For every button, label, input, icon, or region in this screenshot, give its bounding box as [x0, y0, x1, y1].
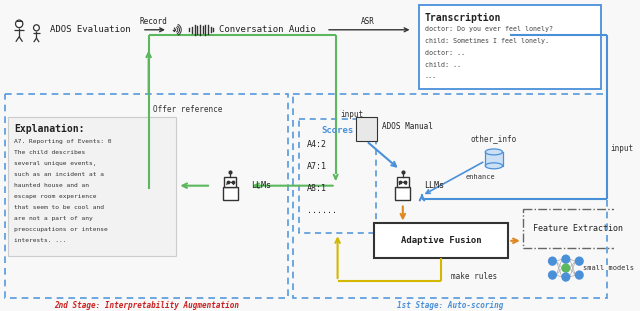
- FancyBboxPatch shape: [485, 152, 502, 166]
- Circle shape: [575, 257, 583, 265]
- FancyBboxPatch shape: [374, 223, 508, 258]
- FancyBboxPatch shape: [419, 5, 602, 89]
- Text: ASR: ASR: [360, 17, 374, 26]
- FancyBboxPatch shape: [356, 117, 377, 141]
- Text: are not a part of any: are not a part of any: [14, 216, 93, 221]
- FancyBboxPatch shape: [224, 177, 236, 187]
- Text: preoccupations or intense: preoccupations or intense: [14, 227, 108, 232]
- Bar: [300, 119, 376, 233]
- Text: enhance: enhance: [465, 174, 495, 180]
- Ellipse shape: [485, 163, 502, 169]
- FancyBboxPatch shape: [8, 117, 175, 256]
- Text: Transcription: Transcription: [425, 13, 501, 23]
- Bar: [292, 94, 607, 298]
- Text: such as an incident at a: such as an incident at a: [14, 172, 104, 177]
- Circle shape: [33, 25, 39, 31]
- Text: ...: ...: [425, 73, 437, 79]
- Text: LLMs: LLMs: [424, 181, 444, 190]
- Text: Record: Record: [140, 17, 167, 26]
- Text: ADOS Manual: ADOS Manual: [381, 122, 433, 131]
- Text: A7:1: A7:1: [307, 162, 327, 171]
- Text: ......: ......: [307, 206, 337, 215]
- FancyBboxPatch shape: [223, 187, 238, 200]
- Text: Adaptive Fusion: Adaptive Fusion: [401, 236, 481, 245]
- Text: escape room experience: escape room experience: [14, 194, 97, 199]
- Text: input: input: [340, 110, 364, 119]
- Text: Feature Extraction: Feature Extraction: [533, 224, 623, 233]
- Text: interests. ...: interests. ...: [14, 238, 67, 243]
- Circle shape: [575, 271, 583, 279]
- Text: make rules: make rules: [451, 272, 497, 281]
- Circle shape: [548, 257, 556, 265]
- Text: Conversation Audio: Conversation Audio: [219, 25, 316, 34]
- Text: other_info: other_info: [471, 135, 517, 143]
- Text: A4:2: A4:2: [307, 141, 327, 150]
- Text: haunted house and an: haunted house and an: [14, 183, 90, 188]
- Circle shape: [15, 20, 23, 28]
- Text: several unique events,: several unique events,: [14, 161, 97, 166]
- Circle shape: [548, 271, 556, 279]
- Text: small models: small models: [583, 265, 634, 271]
- Text: Scores: Scores: [321, 126, 354, 135]
- Text: A8:1: A8:1: [307, 184, 327, 193]
- FancyBboxPatch shape: [397, 177, 409, 187]
- Text: input: input: [610, 144, 633, 153]
- Text: that seem to be cool and: that seem to be cool and: [14, 205, 104, 210]
- Text: LLMs: LLMs: [252, 181, 271, 190]
- Bar: [4, 94, 288, 298]
- Text: 2nd Stage: Interpretability Augmentation: 2nd Stage: Interpretability Augmentation: [54, 301, 239, 310]
- Text: child: ..: child: ..: [425, 62, 461, 67]
- Text: Explanation:: Explanation:: [14, 124, 85, 134]
- Circle shape: [562, 255, 570, 263]
- Text: The child describes: The child describes: [14, 151, 86, 156]
- Bar: [523, 208, 633, 248]
- FancyBboxPatch shape: [395, 187, 410, 200]
- Circle shape: [562, 273, 570, 281]
- Text: ADOS Evaluation: ADOS Evaluation: [50, 25, 131, 34]
- Text: child: Sometimes I feel lonely.: child: Sometimes I feel lonely.: [425, 38, 549, 44]
- Text: doctor: ..: doctor: ..: [425, 50, 465, 56]
- Text: Offer reference: Offer reference: [154, 105, 223, 114]
- Circle shape: [562, 264, 570, 272]
- Text: A7. Reporting of Events: 0: A7. Reporting of Events: 0: [14, 140, 112, 145]
- Text: doctor: Do you ever feel lonely?: doctor: Do you ever feel lonely?: [425, 26, 553, 32]
- Text: 1st Stage: Auto-scoring: 1st Stage: Auto-scoring: [397, 301, 503, 310]
- Ellipse shape: [485, 149, 502, 155]
